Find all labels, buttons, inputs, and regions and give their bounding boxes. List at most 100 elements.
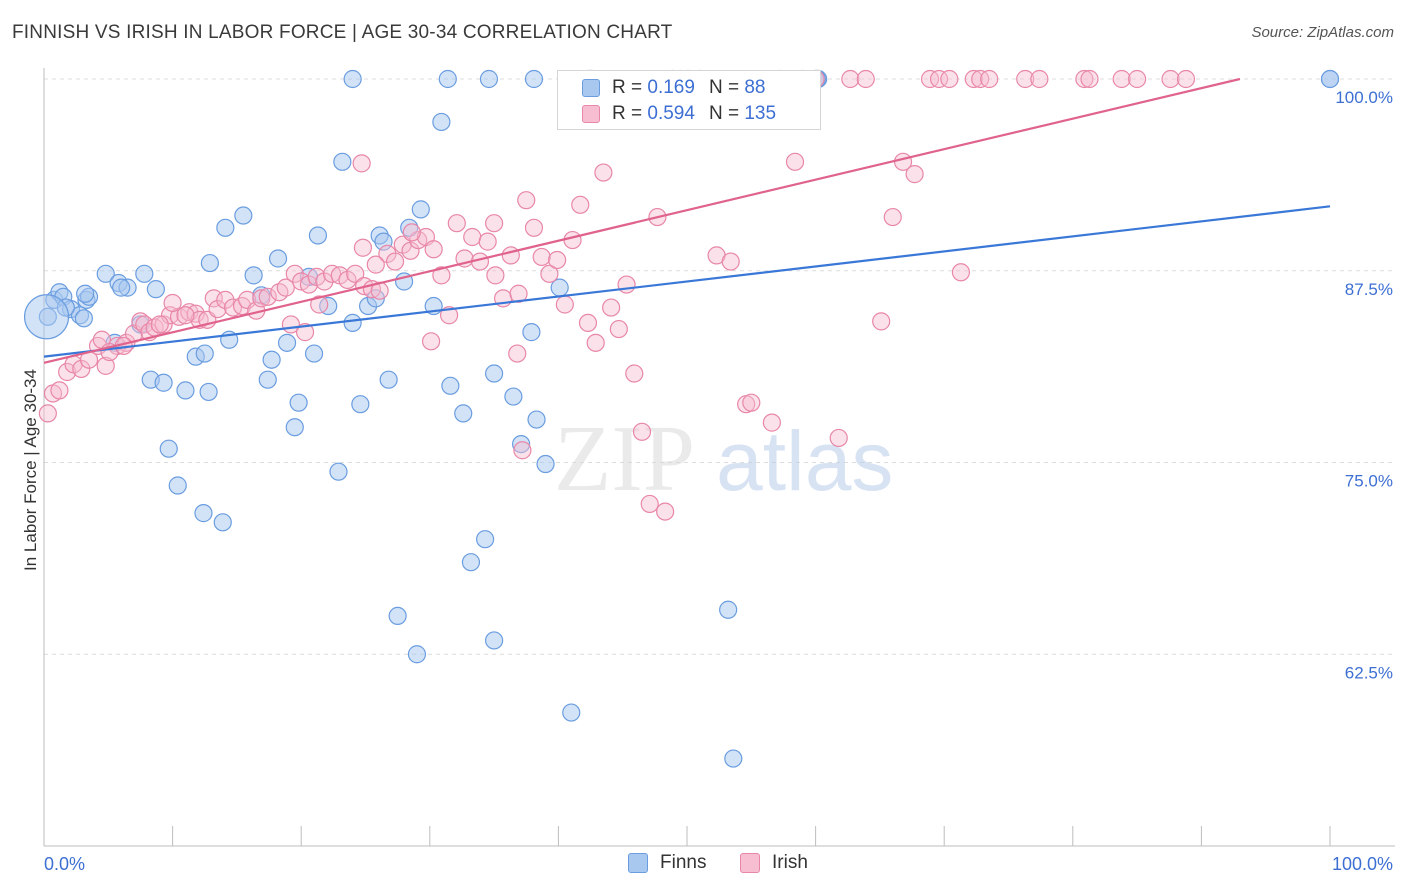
- irish-point: [402, 223, 421, 242]
- irish-point: [951, 263, 971, 282]
- finns-point: [308, 226, 328, 245]
- finns-point: [454, 404, 473, 423]
- irish-point: [640, 494, 659, 514]
- finns-point: [411, 200, 430, 219]
- finns-point: [216, 218, 235, 237]
- finns-point: [154, 373, 173, 392]
- y-tick-label: 75.0%: [1345, 472, 1393, 491]
- finns-point: [479, 69, 499, 89]
- irish-point: [785, 152, 805, 171]
- finns-point: [289, 393, 308, 412]
- irish-point: [486, 266, 505, 285]
- finns-point: [562, 703, 581, 722]
- series-legend: Finns Irish: [0, 852, 1406, 878]
- irish-point: [980, 69, 999, 89]
- finns-point: [351, 395, 370, 414]
- watermark-atlas: atlas: [716, 414, 893, 508]
- irish-r-label: R =: [612, 103, 643, 124]
- irish-point: [38, 404, 57, 423]
- irish-point: [150, 315, 169, 334]
- irish-point: [586, 333, 605, 352]
- irish-point: [617, 275, 636, 294]
- irish-point: [540, 264, 559, 283]
- legend-item-irish[interactable]: Irish: [740, 852, 808, 874]
- finns-point: [333, 152, 352, 171]
- irish-point: [270, 283, 289, 302]
- finns-legend-swatch: [628, 853, 648, 873]
- irish-point: [548, 250, 567, 270]
- finns-r-label: R =: [612, 77, 643, 98]
- finns-point: [258, 370, 277, 389]
- legend-row-irish: R = 0.594 N = 135: [582, 101, 776, 127]
- irish-n-label: N =: [708, 103, 740, 124]
- irish-point: [602, 298, 621, 317]
- irish-point: [762, 413, 781, 432]
- finns-point: [244, 266, 263, 285]
- irish-point: [315, 272, 334, 291]
- irish-point: [50, 381, 69, 400]
- finns-point: [329, 462, 348, 481]
- finns-n-label: N =: [708, 77, 740, 98]
- irish-point: [513, 441, 532, 460]
- irish-point: [1176, 69, 1196, 89]
- irish-point: [964, 69, 983, 89]
- irish-point: [463, 227, 482, 247]
- irish-point: [508, 344, 527, 363]
- irish-point: [276, 278, 295, 297]
- irish-point: [223, 298, 243, 317]
- finns-point: [512, 434, 531, 454]
- finns-point: [268, 249, 288, 268]
- y-tick-label: 87.5%: [1345, 280, 1393, 299]
- finns-point: [304, 344, 324, 363]
- finns-point: [388, 606, 407, 626]
- finns-point: [522, 323, 541, 342]
- finns-point: [719, 600, 738, 619]
- irish-point: [299, 275, 319, 294]
- y-tick-label: 62.5%: [1345, 663, 1393, 682]
- finns-point: [195, 344, 214, 363]
- irish-point: [353, 238, 373, 257]
- irish-point: [252, 289, 271, 308]
- irish-point: [258, 287, 277, 306]
- irish-point: [378, 244, 397, 263]
- irish-point: [204, 289, 223, 308]
- irish-point: [632, 422, 652, 441]
- finns-point: [76, 284, 95, 303]
- irish-point: [517, 191, 536, 210]
- finns-point: [379, 370, 398, 389]
- finns-point: [441, 376, 460, 395]
- irish-point: [485, 214, 504, 233]
- watermark-zip: ZIP: [554, 407, 695, 511]
- irish-point: [295, 323, 315, 342]
- finns-point: [527, 410, 546, 429]
- irish-point: [310, 295, 329, 314]
- y-tick-label: 100.0%: [1335, 88, 1393, 107]
- irish-point: [609, 319, 628, 339]
- finns-point: [285, 418, 304, 437]
- irish-point: [872, 312, 891, 331]
- finns-point: [135, 264, 154, 283]
- finns-point: [319, 296, 338, 316]
- irish-point: [216, 290, 235, 309]
- stats-legend: R = 0.169 N = 88 R = 0.594 N = 135: [557, 70, 821, 130]
- irish-point: [625, 364, 644, 383]
- irish-point: [1112, 69, 1131, 89]
- finns-n-value: 88: [744, 77, 766, 98]
- irish-point: [176, 306, 195, 325]
- irish-point: [940, 69, 959, 89]
- irish-point: [478, 232, 497, 251]
- irish-point: [1080, 69, 1099, 89]
- finns-point: [277, 333, 297, 352]
- irish-point: [1030, 69, 1049, 89]
- irish-point: [571, 195, 590, 214]
- finns-trend-line: [43, 205, 1331, 358]
- irish-point: [929, 69, 949, 89]
- irish-point: [421, 332, 441, 351]
- legend-item-finns[interactable]: Finns: [628, 852, 706, 874]
- finns-point: [159, 439, 178, 458]
- irish-point: [524, 218, 544, 237]
- finns-legend-label: Finns: [660, 852, 707, 873]
- irish-point: [447, 214, 466, 233]
- irish-point: [656, 502, 675, 521]
- irish-point: [385, 252, 405, 271]
